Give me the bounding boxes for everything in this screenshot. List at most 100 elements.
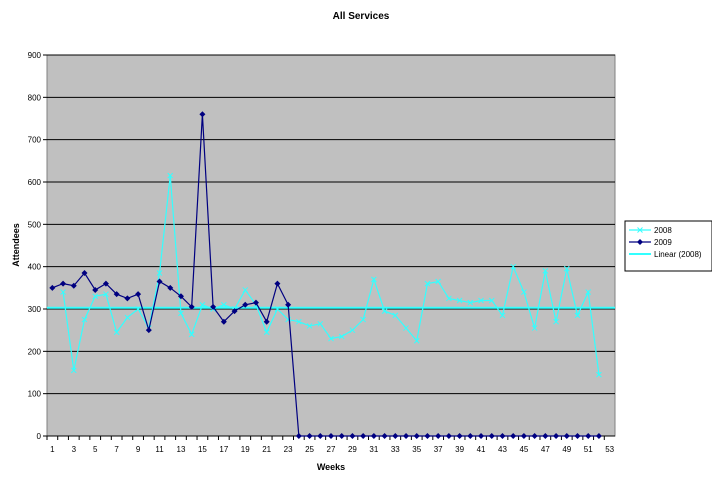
series-2009-point <box>49 284 56 291</box>
series-2008-point <box>60 289 66 295</box>
series-2008-point <box>478 297 484 304</box>
series-2009-point <box>637 239 643 245</box>
y-tick-label: 900 <box>28 51 42 60</box>
series-2008-point <box>328 335 334 342</box>
series-2008-point <box>542 268 549 274</box>
x-axis-ticks: 1 3 5 7 9 11 13 15 17 19 21 23 25 27 29 31 33 35 37 39 41 43 4… <box>46 436 615 454</box>
series-2009-point <box>113 291 120 298</box>
x-tick-label: 51 <box>584 445 593 454</box>
series-2009-point <box>467 433 474 439</box>
series-2008-point <box>413 337 420 344</box>
series-2008-point <box>188 331 195 338</box>
series-2009-point <box>456 433 463 439</box>
series-2008-point <box>135 306 141 312</box>
series-2008-point <box>499 312 506 319</box>
series-2008-point <box>371 276 377 283</box>
series-2008-point <box>92 293 99 300</box>
series-2009-point <box>177 293 184 300</box>
x-tick-label: 23 <box>284 445 293 454</box>
x-tick-label: 43 <box>498 445 507 454</box>
chart-title: All Services <box>333 11 390 22</box>
series-2009-point <box>349 433 356 439</box>
series-2009-point <box>488 433 495 439</box>
series-2009-point <box>124 295 131 302</box>
x-tick-label: 19 <box>241 445 250 454</box>
x-tick-label: 3 <box>72 445 77 454</box>
y-tick-label: 500 <box>28 220 42 229</box>
x-tick-label: 53 <box>605 445 614 454</box>
series-2009-point <box>220 318 227 325</box>
series-2008-point <box>295 318 302 325</box>
series-2009-point <box>499 433 506 439</box>
series-2008-point <box>178 310 184 317</box>
legend-item: Linear (2008) <box>629 250 702 259</box>
series-2009-point <box>381 433 388 439</box>
series-2008-point <box>637 227 643 233</box>
series-2009-point <box>531 433 538 439</box>
series-2008-point <box>360 316 367 323</box>
series-2008-point <box>596 371 602 378</box>
x-tick-label: 39 <box>455 445 464 454</box>
series-2008-point <box>124 314 131 321</box>
series-2008-point <box>103 291 109 298</box>
series-2008-point <box>456 297 463 304</box>
y-axis-ticks: 0 100 200 300 400 500 600 700 800 900 <box>28 51 47 441</box>
series-2009-point <box>210 303 217 310</box>
series-2009-point <box>167 284 174 291</box>
series-2009-point <box>360 433 367 439</box>
x-tick-label: 45 <box>519 445 528 454</box>
series-2009-point <box>102 280 109 287</box>
series-2009-point <box>510 433 517 439</box>
x-tick-label: 33 <box>391 445 400 454</box>
y-tick-label: 300 <box>28 305 42 314</box>
x-tick-label: 41 <box>477 445 486 454</box>
series-2008-point <box>403 325 409 331</box>
series-2009-point <box>338 433 345 439</box>
series-2008-point <box>381 308 388 314</box>
legend-label: 2008 <box>654 226 672 235</box>
series-2009-point <box>306 433 313 439</box>
series-2008-point <box>531 325 538 331</box>
series-2008-point <box>70 367 77 374</box>
series-2008-point <box>113 329 120 336</box>
series-2009-point <box>295 433 302 439</box>
series-2008-point <box>424 280 431 287</box>
series-2009-point <box>231 308 238 315</box>
series-2009-point <box>317 433 324 439</box>
x-tick-label: 37 <box>434 445 443 454</box>
gridlines <box>47 54 615 437</box>
series-2009-point <box>328 433 334 439</box>
series-2008-point <box>242 287 249 293</box>
series-2009-point <box>553 433 560 439</box>
series-2009-point <box>520 433 527 439</box>
series-2009-point <box>595 433 602 439</box>
legend: 2008 2009 Linear (2008) <box>624 220 712 272</box>
series-2009-point <box>413 433 420 439</box>
legend-item: 2009 <box>629 238 672 247</box>
series-2009-point <box>145 327 152 334</box>
x-tick-label: 11 <box>155 445 164 454</box>
series-2008-point <box>467 299 474 306</box>
x-axis-label: Weeks <box>317 462 345 472</box>
series-2008-point <box>521 289 527 295</box>
series-2009-point <box>199 111 206 118</box>
legend-label: Linear (2008) <box>654 250 702 259</box>
series-2008-point <box>274 306 281 312</box>
x-tick-label: 17 <box>219 445 228 454</box>
series-2009-point <box>574 433 581 439</box>
x-tick-label: 29 <box>348 445 357 454</box>
series-2008-point <box>446 295 452 302</box>
series-2008-point <box>199 301 206 308</box>
y-tick-label: 800 <box>28 93 42 102</box>
y-tick-label: 400 <box>28 263 42 272</box>
series-2009-point <box>435 433 442 439</box>
series-2009-point <box>424 433 431 439</box>
y-tick-label: 700 <box>28 136 42 145</box>
x-tick-label: 25 <box>305 445 314 454</box>
series-2008-point <box>510 263 517 270</box>
series-2008-point <box>306 323 313 329</box>
x-tick-label: 7 <box>114 445 119 454</box>
series-2009 <box>49 111 602 439</box>
